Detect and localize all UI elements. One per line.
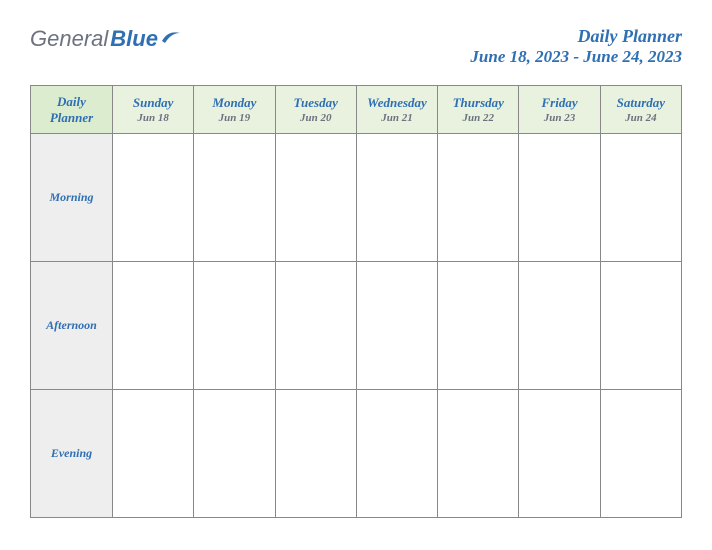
swish-icon bbox=[162, 30, 182, 44]
header: General Blue Daily Planner June 18, 2023… bbox=[30, 26, 682, 67]
day-date: Jun 19 bbox=[196, 112, 272, 124]
day-date: Jun 23 bbox=[521, 112, 597, 124]
day-header: Saturday Jun 24 bbox=[600, 86, 681, 134]
planner-cell bbox=[356, 134, 437, 262]
period-label: Afternoon bbox=[31, 262, 113, 390]
planner-cell bbox=[113, 262, 194, 390]
planner-cell bbox=[194, 134, 275, 262]
planner-cell bbox=[275, 262, 356, 390]
day-header: Wednesday Jun 21 bbox=[356, 86, 437, 134]
day-name: Sunday bbox=[115, 95, 191, 111]
planner-cell bbox=[519, 390, 600, 518]
day-date: Jun 22 bbox=[440, 112, 516, 124]
day-date: Jun 24 bbox=[603, 112, 679, 124]
planner-cell bbox=[600, 134, 681, 262]
corner-label-1: Daily bbox=[57, 94, 86, 109]
planner-cell bbox=[194, 262, 275, 390]
day-header: Thursday Jun 22 bbox=[438, 86, 519, 134]
planner-cell bbox=[438, 134, 519, 262]
planner-cell bbox=[113, 390, 194, 518]
planner-cell bbox=[275, 134, 356, 262]
corner-cell: Daily Planner bbox=[31, 86, 113, 134]
day-header: Monday Jun 19 bbox=[194, 86, 275, 134]
logo-text-blue: Blue bbox=[110, 26, 158, 52]
table-row: Afternoon bbox=[31, 262, 682, 390]
period-label: Morning bbox=[31, 134, 113, 262]
planner-table: Daily Planner Sunday Jun 18 Monday Jun 1… bbox=[30, 85, 682, 518]
day-name: Thursday bbox=[440, 95, 516, 111]
day-header: Friday Jun 23 bbox=[519, 86, 600, 134]
corner-label-2: Planner bbox=[50, 110, 93, 125]
table-row: Morning bbox=[31, 134, 682, 262]
day-name: Friday bbox=[521, 95, 597, 111]
planner-cell bbox=[438, 390, 519, 518]
day-name: Wednesday bbox=[359, 95, 435, 111]
table-row: Evening bbox=[31, 390, 682, 518]
planner-cell bbox=[356, 390, 437, 518]
title-block: Daily Planner June 18, 2023 - June 24, 2… bbox=[470, 26, 682, 67]
planner-cell bbox=[600, 390, 681, 518]
logo-text-general: General bbox=[30, 26, 108, 52]
day-date: Jun 21 bbox=[359, 112, 435, 124]
planner-cell bbox=[519, 134, 600, 262]
planner-cell bbox=[600, 262, 681, 390]
page-title: Daily Planner bbox=[470, 26, 682, 47]
day-date: Jun 18 bbox=[115, 112, 191, 124]
day-name: Monday bbox=[196, 95, 272, 111]
day-header: Sunday Jun 18 bbox=[113, 86, 194, 134]
date-range: June 18, 2023 - June 24, 2023 bbox=[470, 47, 682, 67]
planner-cell bbox=[356, 262, 437, 390]
planner-cell bbox=[113, 134, 194, 262]
day-name: Tuesday bbox=[278, 95, 354, 111]
planner-cell bbox=[438, 262, 519, 390]
day-header: Tuesday Jun 20 bbox=[275, 86, 356, 134]
day-name: Saturday bbox=[603, 95, 679, 111]
day-date: Jun 20 bbox=[278, 112, 354, 124]
planner-cell bbox=[194, 390, 275, 518]
planner-cell bbox=[519, 262, 600, 390]
header-row: Daily Planner Sunday Jun 18 Monday Jun 1… bbox=[31, 86, 682, 134]
period-label: Evening bbox=[31, 390, 113, 518]
logo: General Blue bbox=[30, 26, 182, 52]
planner-cell bbox=[275, 390, 356, 518]
